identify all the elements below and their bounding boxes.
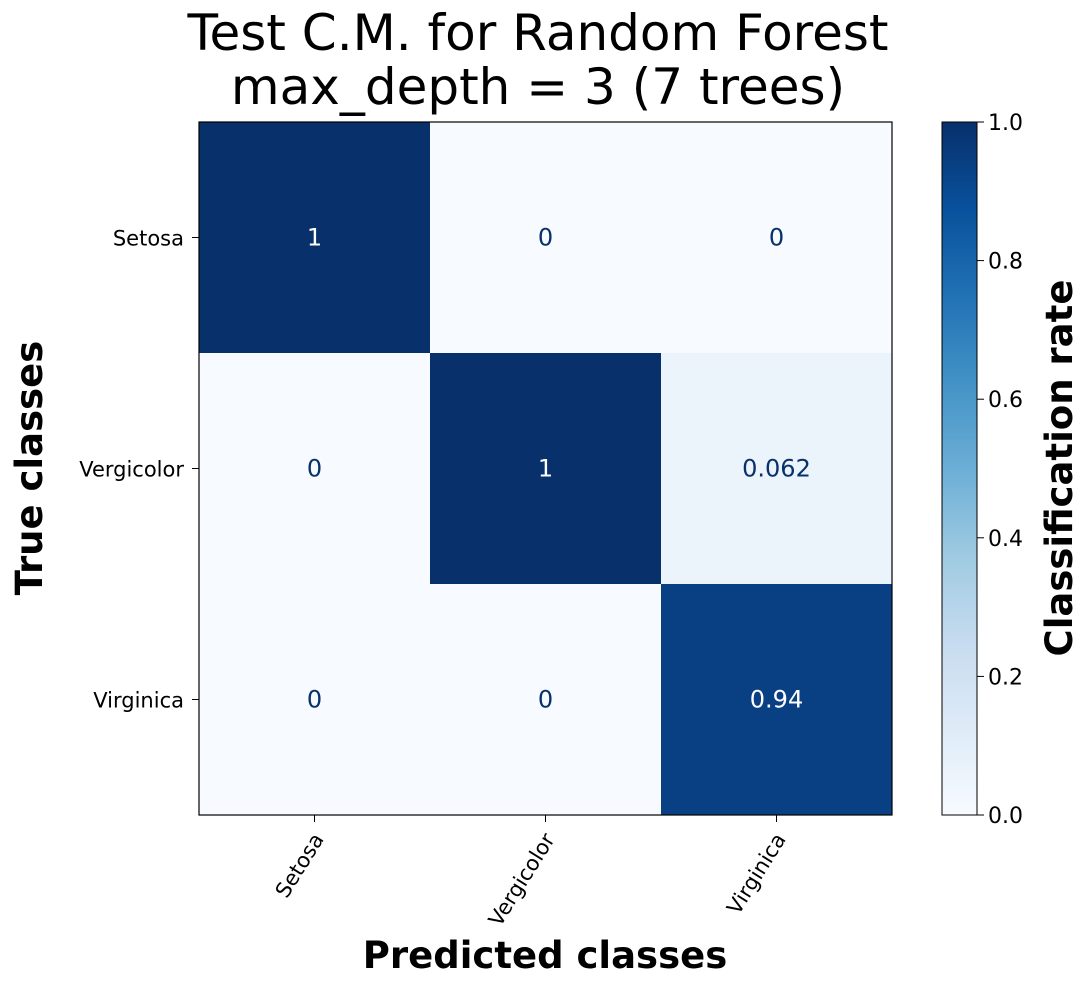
y-tick-label: Vergicolor — [79, 458, 184, 482]
colorbar-tick-label: 0.0 — [988, 804, 1023, 829]
chart-title: Test C.M. for Random Forest max_depth = 3… — [186, 4, 888, 116]
cell-value-label: 0.062 — [742, 455, 811, 483]
colorbar-tick-label: 1.0 — [988, 111, 1023, 136]
chart-title-line: max_depth = 3 (7 trees) — [231, 58, 845, 116]
cell-value-label: 0 — [307, 455, 322, 483]
heatmap-cell — [199, 122, 431, 354]
cell-value-label: 0 — [307, 686, 322, 714]
heatmap-cell — [430, 122, 662, 354]
x-axis-label: Predicted classes — [363, 934, 727, 977]
heatmap-cell — [661, 353, 893, 585]
cell-value-label: 0 — [538, 686, 553, 714]
y-tick-label: Setosa — [113, 227, 184, 251]
heatmap-cell — [199, 353, 431, 585]
x-tick-label: Virginica — [722, 829, 790, 919]
colorbar-tick-label: 0.6 — [988, 388, 1023, 413]
heatmap-cell — [661, 584, 893, 816]
heatmap-cell — [430, 584, 662, 816]
heatmap-cell — [430, 353, 662, 585]
y-tick-label: Virginica — [93, 689, 184, 713]
x-tick-labels: Setosa Vergicolor Virginica — [271, 815, 791, 931]
colorbar-tick-label: 0.4 — [988, 527, 1023, 552]
cell-value-label: 0.94 — [750, 686, 803, 714]
heatmap-cell — [199, 584, 431, 816]
colorbar-label: Classification rate — [1038, 280, 1081, 657]
y-tick-labels: Setosa Vergicolor Virginica — [79, 227, 199, 713]
chart-title-line: Test C.M. for Random Forest — [186, 4, 888, 62]
cell-value-label: 1 — [538, 455, 553, 483]
x-tick-label: Setosa — [271, 829, 329, 902]
cell-value-label: 0 — [769, 224, 784, 252]
colorbar-tick-label: 0.2 — [988, 665, 1023, 690]
colorbar — [941, 121, 978, 816]
colorbar-ticks: 0.0 0.2 0.4 0.6 0.8 1.0 — [977, 111, 1023, 829]
x-tick-label: Vergicolor — [484, 829, 560, 931]
cell-value-label: 0 — [538, 224, 553, 252]
colorbar-tick-label: 0.8 — [988, 250, 1023, 275]
heatmap-cells: 1 0 0 0 1 0.062 0 0 0.94 — [199, 122, 893, 816]
cell-value-label: 1 — [307, 224, 322, 252]
y-axis-label: True classes — [8, 341, 51, 595]
heatmap-cell — [661, 122, 893, 354]
